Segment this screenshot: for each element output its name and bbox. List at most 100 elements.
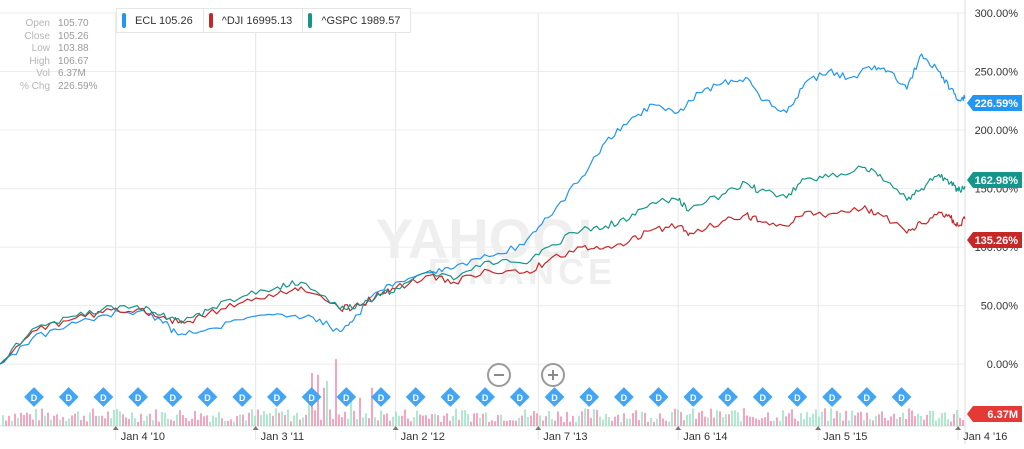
x-tick-marker [675,426,682,430]
volume-bar [260,415,262,426]
volume-bar [128,418,130,426]
volume-bar [119,411,121,426]
volume-bar [677,409,679,426]
volume-bar [908,408,910,426]
volume-bar [293,415,295,426]
volume-bar [653,421,655,426]
volume-bar [494,421,496,426]
volume-bar [320,419,322,426]
volume-bar [890,416,892,426]
volume-bar [89,412,91,426]
volume-bar [368,418,370,426]
volume-bar [263,410,265,426]
volume-bar [326,380,328,426]
x-tick-label: Jan 4 '16 [963,431,1007,443]
volume-bar [431,414,433,426]
volume-bar [902,412,904,426]
series-end-tags: 226.59% 162.98% 135.26% 6.37M [967,95,1022,422]
volume-bar [374,417,376,426]
dividend-marker-label: D [586,393,593,403]
volume-bar [785,416,787,426]
watermark: YAHOO! FINANCE [376,207,612,292]
volume-bar [887,420,889,426]
volume-bar [209,421,211,426]
volume-bar [800,413,802,426]
legend-item-dji[interactable]: ^DJI 16995.13 [202,8,304,33]
volume-bar [356,419,358,426]
volume-bar [275,408,277,426]
volume-bar [179,410,181,426]
legend: ECL 105.26 ^DJI 16995.13 ^GSPC 1989.57 [116,8,412,33]
y-axis-labels: 0.00%50.00%100.00%150.00%200.00%250.00%3… [975,8,1019,371]
zoom-out-button[interactable] [487,363,511,387]
volume-bar [797,421,799,426]
volume-bar [98,415,100,426]
legend-label: ^DJI 16995.13 [221,14,293,27]
volume-bar [92,408,94,426]
volume-bar [656,418,658,426]
x-tick-marker [955,426,962,430]
volume-bar [749,416,751,426]
volume-bar [512,420,514,426]
volume-bar [458,419,460,426]
volume-bar [299,419,301,426]
dividend-marker-label: D [655,393,662,403]
dividend-marker-label: D [343,393,350,403]
volume-bar [692,408,694,426]
dividend-marker-label: D [794,393,801,403]
volume-bar [344,411,346,426]
volume-bar [893,413,895,426]
dividend-marker-label: D [274,393,281,403]
volume-bar [44,416,46,426]
volume-bar [23,415,25,426]
volume-bar [695,418,697,426]
volume-bar [386,413,388,426]
volume-bar [122,414,124,426]
volume-bar [830,408,832,426]
volume-bar [776,417,778,426]
volume-bar [425,415,427,426]
volume-bar [434,413,436,426]
volume-bar [353,410,355,426]
volume-bar [686,414,688,426]
volume-bar [362,417,364,426]
end-tag-label: 226.59% [975,98,1019,110]
volume-bar [917,413,919,426]
volume-bar [452,415,454,426]
dividend-marker-label: D [864,393,871,403]
volume-bar [413,417,415,426]
volume-bar [596,409,598,426]
volume-bar [674,408,676,426]
volume-bar [728,414,730,426]
volume-bar [770,421,772,426]
volume-bar [473,413,475,426]
volume-bar [548,411,550,426]
volume-bar [869,419,871,426]
volume-bar [233,421,235,426]
volume-bar [242,414,244,426]
volume-bar [509,419,511,426]
stat-open: Open 105.70 [6,18,97,31]
x-tick-marker [535,426,542,430]
volume-bar [401,415,403,426]
volume-bar [50,419,52,426]
volume-bar [155,409,157,426]
volume-bar [485,412,487,426]
volume-bar [827,420,829,426]
volume-bar [743,408,745,426]
volume-bar [350,394,352,426]
zoom-in-button[interactable] [541,363,565,387]
end-tag-ecl: 226.59% [967,95,1022,111]
x-tick-marker [392,426,399,430]
legend-item-gspc[interactable]: ^GSPC 1989.57 [302,8,412,33]
volume-bar [614,416,616,426]
volume-bar [203,416,205,426]
dividend-marker-label: D [31,393,38,403]
legend-item-ecl[interactable]: ECL 105.26 [116,8,204,33]
dividend-marker: D [128,387,148,407]
volume-bar [536,413,538,426]
volume-bar [227,420,229,426]
volume-bar [662,418,664,426]
